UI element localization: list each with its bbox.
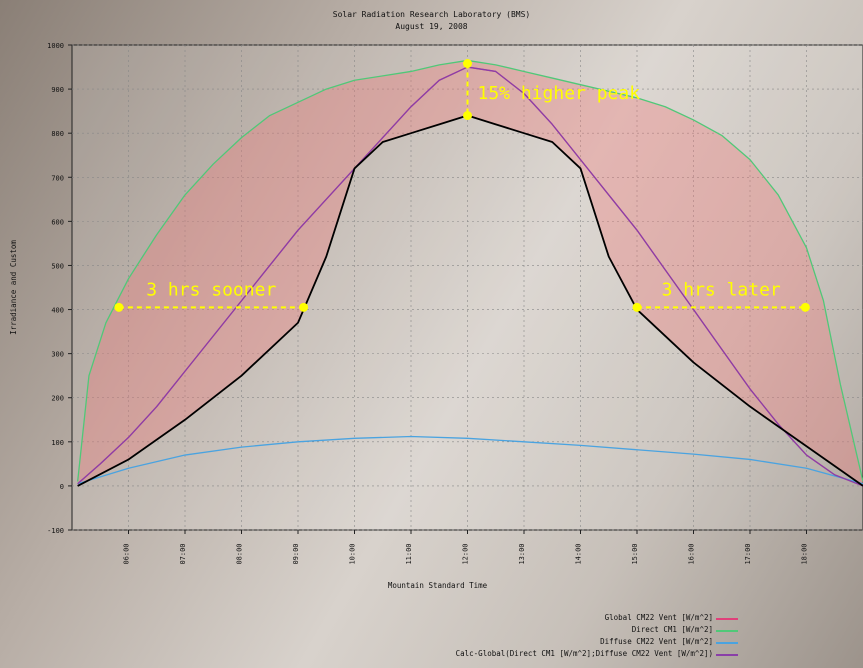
legend-entry-label: Direct CM1 [W/m^2] (631, 625, 713, 634)
x-tick-label: 17:00 (744, 543, 752, 564)
y-tick-label: 300 (51, 351, 64, 359)
y-tick-label: 400 (51, 307, 64, 315)
later-left-marker (632, 302, 642, 312)
peak-bottom-marker (463, 111, 472, 121)
x-tick-label: 06:00 (123, 543, 131, 564)
y-tick-label: 100 (51, 439, 64, 447)
y-tick-label: 1000 (47, 42, 64, 50)
x-tick-label: 14:00 (575, 543, 583, 564)
y-tick-label: 200 (51, 395, 64, 403)
annotation-sooner-label: 3 hrs sooner (146, 279, 276, 300)
diffuse-series-line (77, 435, 863, 485)
x-tick-label: 09:00 (292, 543, 300, 564)
y-tick-label: 800 (51, 130, 64, 138)
y-tick-label: -100 (47, 527, 64, 535)
y-tick-label: 600 (51, 218, 64, 226)
chart-subtitle: August 19, 2008 (395, 22, 468, 31)
sooner-left-marker (114, 302, 124, 312)
x-tick-label: 12:00 (462, 543, 470, 564)
x-tick-label: 18:00 (801, 543, 809, 564)
x-tick-label: 13:00 (518, 543, 526, 564)
y-tick-label: 700 (51, 174, 64, 182)
x-tick-label: 15:00 (631, 543, 639, 564)
y-axis-label: Irradiance and Custom (9, 240, 18, 335)
shaded-difference-area (77, 60, 863, 486)
x-tick-label: 08:00 (236, 543, 244, 564)
grid (71, 44, 863, 531)
x-axis-label: Mountain Standard Time (388, 581, 488, 590)
x-tick-label: 07:00 (179, 543, 187, 564)
y-tick-label: 500 (51, 262, 64, 270)
chart-title: Solar Radiation Research Laboratory (BMS… (332, 10, 531, 19)
x-tick-label: 16:00 (688, 543, 696, 564)
shaded-area (77, 60, 863, 486)
legend-swatch (716, 630, 738, 632)
peak-top-marker (463, 59, 472, 69)
y-tick-label: 0 (60, 483, 64, 491)
legend-swatch (716, 654, 738, 656)
legend-swatch (716, 618, 738, 620)
annotation-peak-label: 15% higher peak (478, 83, 641, 104)
legend-swatch (716, 642, 738, 644)
y-tick-label: 900 (51, 86, 64, 94)
legend-entry-label: Global CM22 Vent [W/m^2] (604, 613, 713, 622)
sooner-right-marker (299, 302, 309, 312)
annotation-later-label: 3 hrs later (662, 279, 781, 300)
x-tick-label: 11:00 (405, 543, 413, 564)
annotations: 15% higher peak 3 hrs sooner 3 hrs later (114, 59, 810, 312)
later-right-marker (800, 302, 810, 312)
legend-entry-label: Diffuse CM22 Vent [W/m^2] (600, 637, 713, 646)
x-tick-label: 10:00 (349, 543, 357, 564)
axes: -100 0 100 200 300 400 500 600 700 800 900 1000 06:0… (9, 42, 809, 590)
legend-entry-label: Calc-Global(Direct CM1 [W/m^2];Diffuse C… (455, 649, 713, 658)
